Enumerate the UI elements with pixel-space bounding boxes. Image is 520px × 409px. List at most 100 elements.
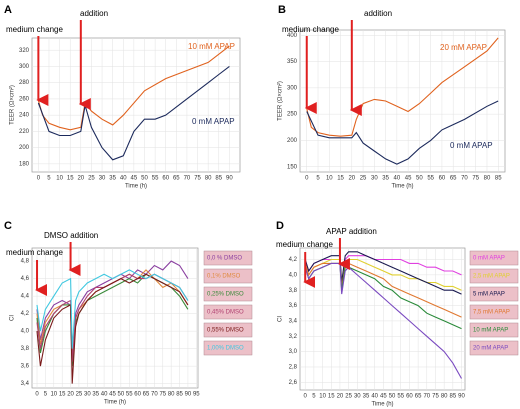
y-tick-label: 200 [287,138,298,144]
x-tick-label: 70 [461,176,468,182]
series-line [304,251,462,295]
series-label: 0 mM APAP [192,117,235,126]
x-tick-label: 10 [326,176,333,182]
series-label: 20 mM APAP [440,43,487,52]
x-tick-label: 75 [159,392,166,398]
y-tick-label: 320 [19,48,30,54]
plot-area [31,37,241,173]
legend-label: 20 mM APAP [473,346,508,352]
x-tick-label: 40 [394,176,401,182]
y-tick-label: 200 [19,145,30,151]
y-tick-label: 4,6 [21,276,30,282]
y-axis-label: CI [10,315,16,321]
x-tick-label: 35 [363,394,370,400]
y-tick-label: 3,6 [289,303,298,309]
legend-label: 0,25% DMSO [207,292,244,298]
y-tick-label: 4,2 [289,257,298,263]
x-tick-label: 55 [126,392,133,398]
x-tick-label: 60 [162,176,169,182]
y-tick-label: 240 [19,113,30,119]
x-tick-label: 80 [168,392,175,398]
series-label: 0 mM APAP [450,141,493,150]
y-tick-label: 350 [287,59,298,65]
x-tick-label: 25 [345,394,352,400]
series-line [36,273,189,384]
x-tick-label: 5 [44,392,48,398]
x-tick-label: 25 [76,392,83,398]
panel-label: C [4,220,12,232]
x-tick-label: 75 [432,394,439,400]
annotation: addition [364,9,392,18]
x-tick-label: 25 [88,176,95,182]
x-tick-label: 15 [59,392,66,398]
legend-label: 1,00% DMSO [207,346,244,352]
panel-label: A [4,4,12,16]
plot-area [31,247,199,389]
y-tick-label: 150 [287,164,298,170]
y-tick-label: 300 [19,64,30,70]
plot-area [299,247,466,391]
x-tick-label: 35 [382,176,389,182]
x-tick-label: 95 [193,392,200,398]
x-tick-label: 0 [304,394,308,400]
y-tick-label: 3,8 [21,346,30,352]
y-tick-label: 4,2 [21,311,30,317]
x-tick-label: 70 [151,392,158,398]
legend-label: 0 mM APAP [473,256,505,262]
y-tick-label: 300 [287,85,298,91]
x-tick-label: 5 [312,394,316,400]
x-tick-label: 55 [397,394,404,400]
x-tick-label: 40 [371,394,378,400]
x-tick-label: 30 [354,394,361,400]
y-tick-label: 3,0 [289,349,298,355]
legend-label: 0,0 % DMSO [207,256,242,262]
x-tick-label: 20 [77,176,84,182]
annotation: DMSO addition [44,231,98,240]
series-line [306,100,499,165]
x-tick-label: 55 [152,176,159,182]
x-tick-label: 15 [337,176,344,182]
legend-box [203,322,253,338]
x-tick-label: 80 [441,394,448,400]
annotation: addition [80,9,108,18]
legend-box [469,322,519,338]
y-tick-label: 3,6 [21,364,30,370]
panel-label: B [278,4,286,16]
legend-box [469,304,519,320]
x-tick-label: 40 [101,392,108,398]
x-tick-label: 65 [415,394,422,400]
x-tick-label: 85 [449,394,456,400]
x-tick-label: 75 [472,176,479,182]
x-tick-label: 15 [328,394,335,400]
x-tick-label: 0 [35,392,39,398]
annotation: medium change [6,248,63,257]
y-axis-label: TEER (Ω×cm²) [278,81,284,121]
x-tick-label: 90 [185,392,192,398]
x-tick-label: 35 [109,176,116,182]
legend-label: 0,45% DMSO [207,310,244,316]
x-tick-label: 90 [226,176,233,182]
y-tick-label: 2,6 [289,380,298,386]
annotation: medium change [282,25,339,34]
y-tick-label: 3,8 [289,288,298,294]
x-tick-label: 20 [337,394,344,400]
y-tick-label: 180 [19,161,30,167]
legend-label: 0,1% DMSO [207,274,241,280]
y-tick-label: 400 [287,33,298,39]
y-tick-label: 250 [287,112,298,118]
x-tick-label: 60 [406,394,413,400]
legend-box [469,268,519,284]
x-tick-label: 55 [427,176,434,182]
legend-label: 5 mM APAP [473,292,505,298]
legend-box [203,340,253,356]
x-tick-label: 45 [131,176,138,182]
x-tick-label: 90 [458,394,465,400]
x-axis-label: Time (h) [125,184,147,190]
x-tick-label: 30 [84,392,91,398]
series-line [306,37,499,137]
legend-box [469,250,519,266]
x-tick-label: 10 [319,394,326,400]
y-tick-label: 4,8 [21,259,30,265]
series-line [304,262,462,379]
